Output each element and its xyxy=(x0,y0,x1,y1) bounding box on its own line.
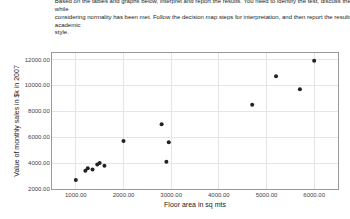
svg-text:Floor area in sq mts: Floor area in sq mts xyxy=(164,201,226,209)
svg-text:6000.00: 6000.00 xyxy=(303,192,325,198)
svg-text:4000.00: 4000.00 xyxy=(208,192,230,198)
svg-text:3000.00: 3000.00 xyxy=(160,192,182,198)
svg-text:4000.00: 4000.00 xyxy=(28,160,50,166)
svg-text:6000.00: 6000.00 xyxy=(28,134,50,140)
svg-text:1000.00: 1000.00 xyxy=(65,192,87,198)
svg-text:12000.00: 12000.00 xyxy=(25,57,51,63)
svg-text:Value of monthly sales in $k i: Value of monthly sales in $k in 2007 xyxy=(13,65,21,177)
svg-text:2000.00: 2000.00 xyxy=(28,186,50,192)
svg-text:10000.00: 10000.00 xyxy=(25,82,51,88)
svg-text:Based on the tables and graphs: Based on the tables and graphs below, in… xyxy=(54,0,350,35)
svg-text:2000.00: 2000.00 xyxy=(113,192,135,198)
svg-text:8000.00: 8000.00 xyxy=(28,108,50,114)
svg-text:5000.00: 5000.00 xyxy=(256,192,278,198)
